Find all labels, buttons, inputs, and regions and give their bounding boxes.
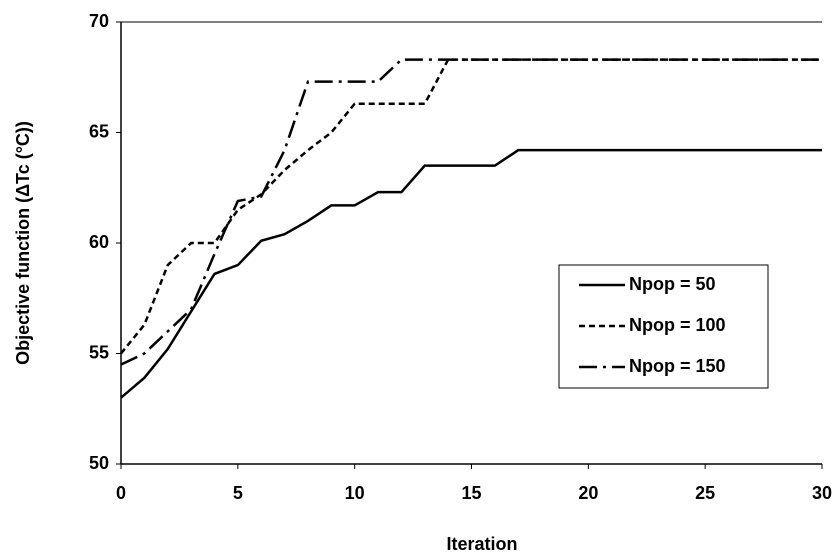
y-tick-label: 60: [89, 232, 109, 252]
x-tick-label: 0: [116, 483, 126, 503]
y-tick-label: 70: [89, 11, 109, 31]
legend-label: Npop = 150: [629, 356, 726, 376]
x-tick-label: 30: [812, 483, 832, 503]
legend-label: Npop = 50: [629, 274, 716, 294]
x-axis-title: Iteration: [446, 534, 517, 554]
series-line: [120, 58, 822, 366]
x-tick-label: 10: [345, 483, 365, 503]
y-tick-label: 65: [89, 121, 109, 141]
y-tick-label: 50: [89, 453, 109, 473]
legend-label: Npop = 100: [629, 315, 726, 335]
x-tick-label: 15: [461, 483, 481, 503]
series-line: [120, 148, 822, 399]
x-tick-label: 5: [233, 483, 243, 503]
x-tick-label: 20: [578, 483, 598, 503]
y-tick-label: 55: [89, 342, 109, 362]
y-axis-title: Objective function (ΔTc (°C)): [13, 121, 33, 365]
x-tick-label: 25: [695, 483, 715, 503]
